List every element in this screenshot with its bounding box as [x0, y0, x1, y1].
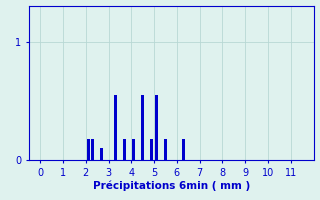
Bar	[114, 95, 117, 160]
Bar	[100, 148, 103, 160]
Bar	[141, 95, 144, 160]
Bar	[150, 139, 153, 160]
Bar	[132, 139, 135, 160]
Bar	[155, 95, 158, 160]
X-axis label: Précipitations 6min ( mm ): Précipitations 6min ( mm )	[92, 180, 250, 191]
Bar	[123, 139, 126, 160]
Bar	[182, 139, 185, 160]
Bar	[164, 139, 167, 160]
Bar	[91, 139, 94, 160]
Bar	[86, 139, 90, 160]
